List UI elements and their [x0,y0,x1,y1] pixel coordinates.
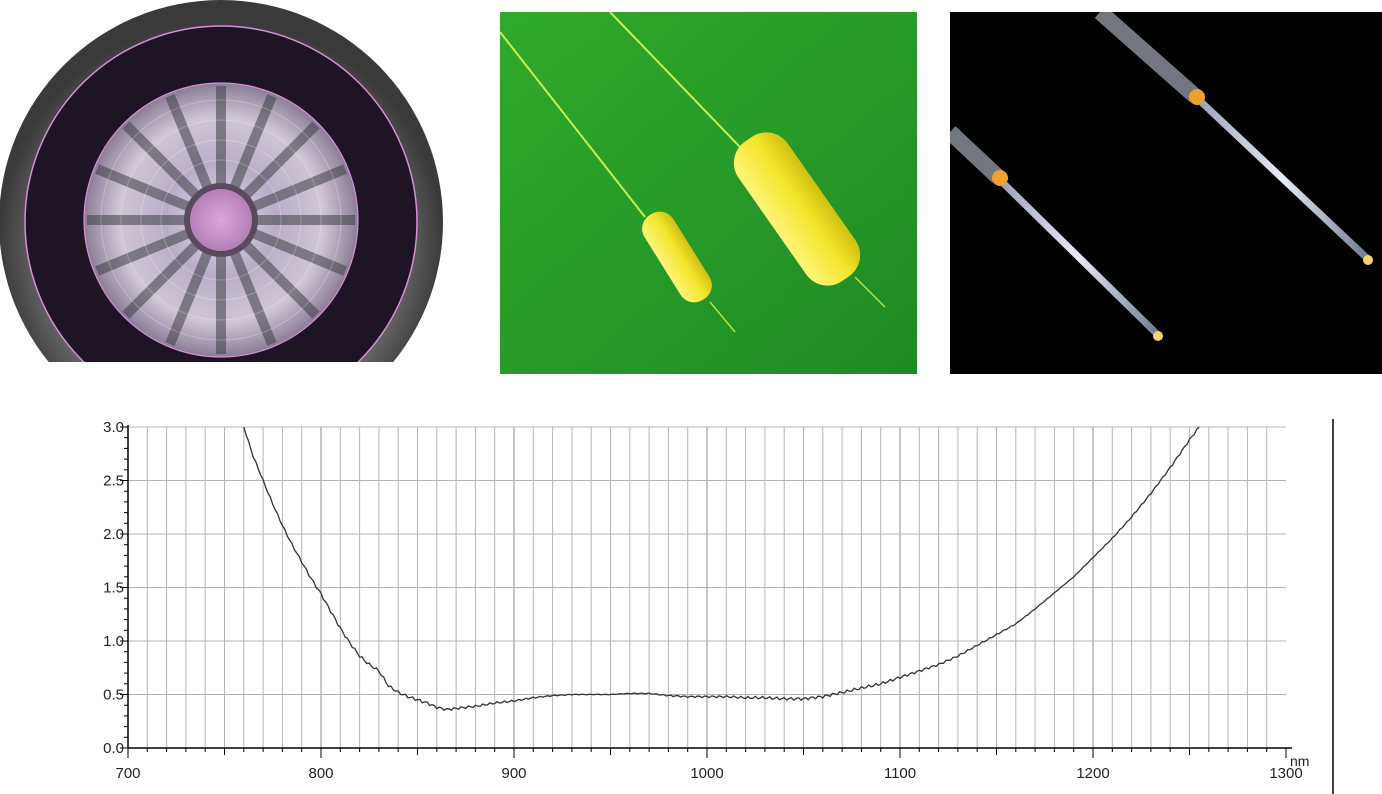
ferrules-photo [500,12,917,374]
chart-series [243,426,1200,712]
x-tick-label: 1300 [1269,765,1302,782]
fiber-tips-image [950,12,1382,374]
series-line [243,426,1200,712]
y-tick-label: 2.5 [103,473,124,490]
x-tick-label: 1200 [1076,765,1109,782]
x-tick-label: 700 [115,765,140,782]
y-tick-label: 3.0 [103,419,124,436]
ferrules-image [500,12,917,374]
spectrum-chart-svg: 700 800 900 1000 1100 1200 1300 0.0 0.5 1.0 1.5 2.0… [103,419,1334,794]
x-tick-label: 1100 [884,765,916,782]
chart-axes [120,419,1334,794]
y-tick-label: 2.0 [103,526,124,543]
chart-labels: 700 800 900 1000 1100 1200 1300 0.0 0.5 1.0 1.5 2.0… [103,419,1309,782]
x-unit-label: nm [1290,753,1309,769]
y-tick-label: 0.0 [103,740,124,757]
fiber-cross-section-photo [0,0,444,362]
fiber-tips-photo [950,12,1382,374]
y-tick-label: 1.0 [103,633,124,650]
fiber-cross-section-image [0,0,444,362]
y-tick-label: 1.5 [103,580,124,597]
x-tick-label: 800 [308,765,333,782]
x-tick-label: 900 [501,765,526,782]
spectrum-chart: 700 800 900 1000 1100 1200 1300 0.0 0.5 1.0 1.5 2.0… [0,404,1382,794]
chart-grid [128,426,1286,748]
x-tick-label: 1000 [690,765,723,782]
y-tick-label: 0.5 [103,687,124,704]
